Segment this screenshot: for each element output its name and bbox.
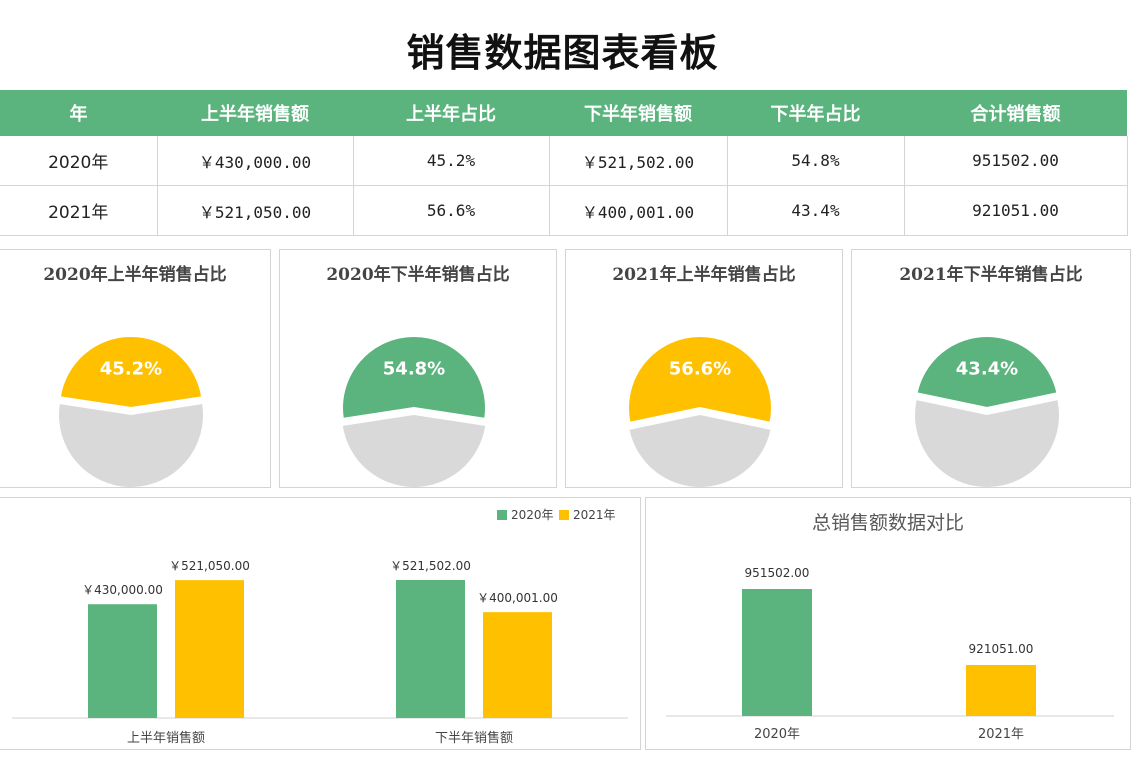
pie-card-2020-h1: 45.2% 2020年上半年销售占比 xyxy=(0,249,271,488)
pie-slice-remainder xyxy=(629,415,771,487)
cell-h1-sales: ￥521,050.00 xyxy=(157,185,354,236)
pie-chart-2020-h1: 45.2% xyxy=(58,335,204,487)
x-tick-label: 2021年 xyxy=(978,727,1024,742)
pie-chart-2021-h2: 43.4% xyxy=(915,335,1059,487)
x-tick-label: 2020年 xyxy=(754,727,800,742)
column-header-year: 年 xyxy=(0,90,157,136)
total-bar-card: 总销售额数据对比 951502.00 2020年 921051.00 2021年 xyxy=(645,497,1131,750)
total-sales-bar-chart: 总销售额数据对比 951502.00 2020年 921051.00 2021年 xyxy=(666,512,1114,742)
cell-h2-sales: ￥521,502.00 xyxy=(549,136,728,186)
pie-percent-label: 54.8% xyxy=(383,358,445,379)
half-year-bar-card: ￥430,000.00 ￥521,050.00 上半年销售额 ￥521,502.00 ￥… xyxy=(0,497,641,750)
bar xyxy=(483,612,552,718)
x-tick-label: 上半年销售额 xyxy=(127,730,205,746)
legend-swatch xyxy=(497,510,507,520)
pie-title: 2020年下半年销售占比 xyxy=(326,265,510,285)
cell-total-sales: 951502.00 xyxy=(904,136,1128,186)
pie-card-2020-h2: 54.8% 2020年下半年销售占比 xyxy=(279,249,557,488)
page-title: 销售数据图表看板 xyxy=(406,30,719,75)
legend-label: 2020年 xyxy=(511,508,554,522)
cell-h1-share: 56.6% xyxy=(353,185,550,236)
table-row: 2020年 ￥430,000.00 45.2% ￥521,502.00 54.8… xyxy=(0,136,1128,186)
bar xyxy=(742,589,812,716)
pie-slice-remainder xyxy=(58,404,203,487)
pie-slice-highlight xyxy=(627,335,773,425)
cell-total-sales: 921051.00 xyxy=(904,185,1128,236)
bar xyxy=(966,665,1036,716)
cell-h1-sales: ￥430,000.00 xyxy=(157,136,354,186)
bar-value-label: 921051.00 xyxy=(969,642,1034,656)
bar xyxy=(175,580,244,718)
pie-title: 2021年下半年销售占比 xyxy=(899,265,1083,285)
cell-h2-share: 54.8% xyxy=(727,136,905,186)
pie-slice-remainder xyxy=(342,415,486,487)
pie-slice-highlight xyxy=(341,335,487,420)
column-header-h1-share: 上半年占比 xyxy=(353,90,549,136)
x-tick-label: 下半年销售额 xyxy=(435,730,513,746)
bar-value-label: ￥430,000.00 xyxy=(82,583,163,597)
pie-title: 2021年上半年销售占比 xyxy=(612,265,796,285)
table-row: 2021年 ￥521,050.00 56.6% ￥400,001.00 43.4… xyxy=(0,185,1128,236)
pie-card-2021-h1: 56.6% 2021年上半年销售占比 xyxy=(565,249,843,488)
half-year-sales-bar-chart: ￥430,000.00 ￥521,050.00 上半年销售额 ￥521,502.00 ￥… xyxy=(12,508,628,746)
bar xyxy=(88,604,157,718)
bar xyxy=(396,580,465,718)
cell-year: 2021年 xyxy=(0,185,158,236)
pie-chart-2020-h2: 54.8% xyxy=(341,335,487,487)
pie-percent-label: 45.2% xyxy=(100,358,162,379)
bar-value-label: 951502.00 xyxy=(745,566,810,580)
pie-slice-highlight xyxy=(58,335,204,410)
column-header-total-sales: 合计销售额 xyxy=(904,90,1127,136)
pie-percent-label: 43.4% xyxy=(956,358,1018,379)
pie-slice-remainder xyxy=(915,400,1059,487)
sales-summary-table: 年 上半年销售额 上半年占比 下半年销售额 下半年占比 合计销售额 2020年 … xyxy=(0,90,1128,236)
column-header-h2-sales: 下半年销售额 xyxy=(549,90,727,136)
bar-value-label: ￥521,502.00 xyxy=(390,559,471,573)
cell-h2-sales: ￥400,001.00 xyxy=(549,185,728,236)
pie-card-2021-h2: 43.4% 2021年下半年销售占比 xyxy=(851,249,1131,488)
table-header-row: 年 上半年销售额 上半年占比 下半年销售额 下半年占比 合计销售额 xyxy=(0,90,1127,136)
chart-title: 总销售额数据对比 xyxy=(812,512,964,534)
bar-value-label: ￥400,001.00 xyxy=(477,591,558,605)
column-header-h1-sales: 上半年销售额 xyxy=(157,90,353,136)
cell-h1-share: 45.2% xyxy=(353,136,550,186)
legend-label: 2021年 xyxy=(573,508,616,522)
pie-chart-2021-h1: 56.6% xyxy=(627,335,773,487)
legend-swatch xyxy=(559,510,569,520)
cell-year: 2020年 xyxy=(0,136,158,186)
pie-title: 2020年上半年销售占比 xyxy=(43,265,227,285)
column-header-h2-share: 下半年占比 xyxy=(727,90,904,136)
bar-value-label: ￥521,050.00 xyxy=(169,559,250,573)
pie-slice-highlight xyxy=(915,335,1059,410)
pie-percent-label: 56.6% xyxy=(669,358,731,379)
cell-h2-share: 43.4% xyxy=(727,185,905,236)
